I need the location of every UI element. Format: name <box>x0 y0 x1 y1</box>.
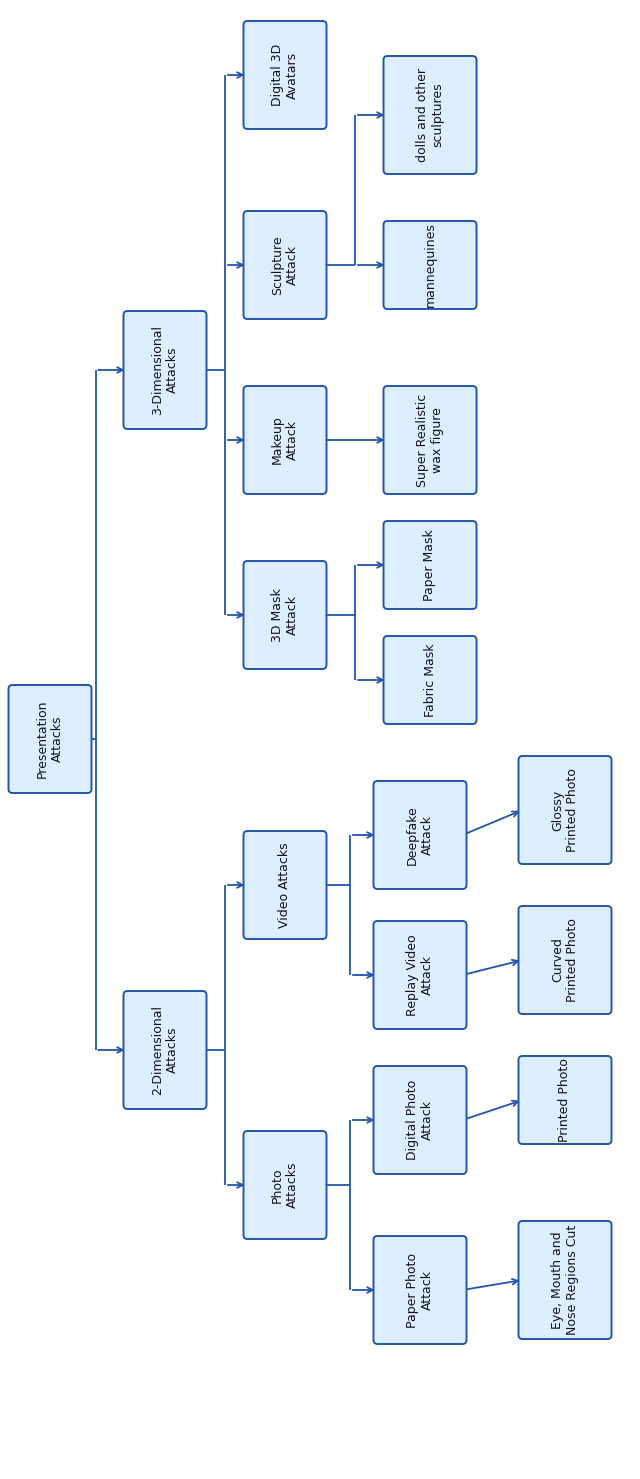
Text: Super Realistic
wax figure: Super Realistic wax figure <box>416 393 444 487</box>
Text: Paper Photo
Attack: Paper Photo Attack <box>406 1253 434 1328</box>
Text: Glossy
Printed Photo: Glossy Printed Photo <box>551 768 579 852</box>
FancyBboxPatch shape <box>518 1056 611 1143</box>
FancyBboxPatch shape <box>518 756 611 864</box>
Text: Makeup
Attack: Makeup Attack <box>271 416 299 464</box>
Text: Presentation
Attacks: Presentation Attacks <box>36 700 64 778</box>
Text: dolls and other
sculptures: dolls and other sculptures <box>416 68 444 163</box>
FancyBboxPatch shape <box>243 386 326 494</box>
FancyBboxPatch shape <box>243 831 326 939</box>
FancyBboxPatch shape <box>243 1131 326 1239</box>
FancyBboxPatch shape <box>243 561 326 669</box>
FancyBboxPatch shape <box>124 311 207 429</box>
FancyBboxPatch shape <box>374 921 467 1029</box>
Text: 3-Dimensional
Attacks: 3-Dimensional Attacks <box>151 325 179 416</box>
FancyBboxPatch shape <box>374 781 467 889</box>
Text: Sculpture
Attack: Sculpture Attack <box>271 235 299 294</box>
FancyBboxPatch shape <box>383 521 477 609</box>
FancyBboxPatch shape <box>518 907 611 1015</box>
Text: mannequines: mannequines <box>424 222 436 308</box>
FancyBboxPatch shape <box>383 636 477 725</box>
Text: Replay Video
Attack: Replay Video Attack <box>406 935 434 1016</box>
FancyBboxPatch shape <box>383 386 477 494</box>
FancyBboxPatch shape <box>8 685 92 793</box>
FancyBboxPatch shape <box>374 1066 467 1174</box>
FancyBboxPatch shape <box>518 1222 611 1338</box>
Text: Fabric Mask: Fabric Mask <box>424 643 436 717</box>
Text: Digital 3D
Avatars: Digital 3D Avatars <box>271 44 299 106</box>
FancyBboxPatch shape <box>124 991 207 1109</box>
Text: Photo
Attacks: Photo Attacks <box>271 1161 299 1208</box>
Text: Digital Photo
Attack: Digital Photo Attack <box>406 1080 434 1160</box>
Text: Deepfake
Attack: Deepfake Attack <box>406 805 434 865</box>
Text: Video Attacks: Video Attacks <box>278 842 291 927</box>
FancyBboxPatch shape <box>243 21 326 129</box>
Text: 2-Dimensional
Attacks: 2-Dimensional Attacks <box>151 1006 179 1094</box>
Text: 3D Mask
Attack: 3D Mask Attack <box>271 589 299 642</box>
Text: Paper Mask: Paper Mask <box>424 529 436 600</box>
Text: Eye, Mouth and
Nose Regions Cut: Eye, Mouth and Nose Regions Cut <box>551 1225 579 1336</box>
FancyBboxPatch shape <box>243 211 326 319</box>
Text: Printed Photo: Printed Photo <box>559 1057 572 1142</box>
Text: Curved
Printed Photo: Curved Printed Photo <box>551 918 579 1001</box>
FancyBboxPatch shape <box>383 56 477 175</box>
FancyBboxPatch shape <box>383 220 477 309</box>
FancyBboxPatch shape <box>374 1236 467 1344</box>
